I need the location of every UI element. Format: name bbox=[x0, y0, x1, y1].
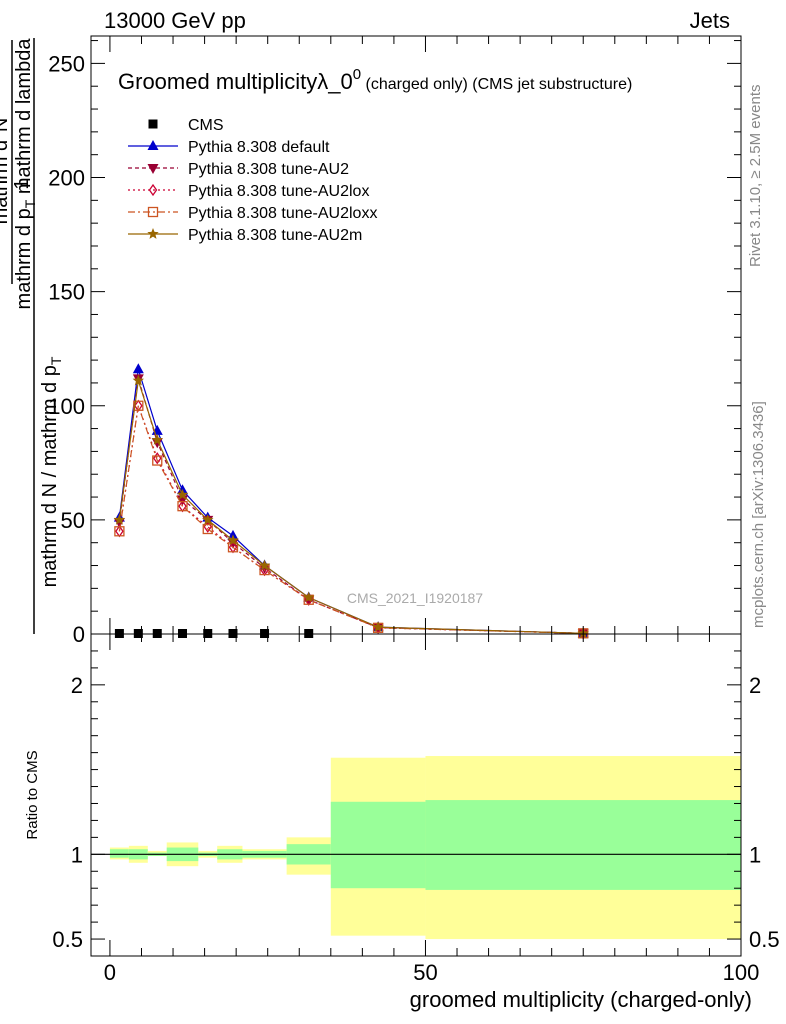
legend-entry: Pythia 8.308 tune-AU2loxx bbox=[128, 205, 377, 222]
ratio-y-tick-label: 2 bbox=[71, 673, 83, 698]
y-tick-label: 50 bbox=[61, 508, 85, 533]
ratio-y-tick-label: 0.5 bbox=[749, 927, 780, 952]
legend-marker bbox=[147, 164, 159, 174]
data-point bbox=[133, 400, 144, 411]
data-point bbox=[132, 363, 144, 374]
legend-marker bbox=[148, 119, 158, 129]
main-plot-panel: 0 50 100 150 200 250 Groomed multiplicityλ_00… bbox=[48, 35, 742, 647]
mcplots-side-label: mcplots.cern.ch [arXiv:1306.3436] bbox=[750, 401, 767, 628]
header-left-label: 13000 GeV pp bbox=[104, 8, 246, 33]
series-line bbox=[118, 405, 584, 634]
legend-marker bbox=[147, 228, 159, 239]
legend-label: Pythia 8.308 default bbox=[188, 139, 330, 156]
legend-entry: Pythia 8.308 tune-AU2m bbox=[128, 227, 362, 244]
ratio-y-tick-label: 1 bbox=[749, 842, 761, 867]
data-point bbox=[176, 488, 189, 500]
ratio-y-tick-label: 0.5 bbox=[52, 927, 83, 952]
data-point bbox=[202, 513, 214, 525]
data-point bbox=[151, 438, 163, 449]
y-tick-label: 100 bbox=[48, 394, 85, 419]
legend-entry: Pythia 8.308 tune-AU2lox bbox=[128, 183, 369, 200]
uncertainty-band-inner bbox=[109, 849, 129, 858]
data-point bbox=[177, 501, 188, 512]
legend-marker bbox=[147, 206, 159, 218]
y-tick-label: 250 bbox=[48, 51, 85, 76]
x-tick-label: 100 bbox=[723, 960, 760, 985]
data-point bbox=[372, 621, 384, 632]
main-title: Groomed multiplicityλ_00 (charged only) … bbox=[118, 66, 632, 94]
data-point bbox=[113, 518, 125, 529]
legend-label: Pythia 8.308 tune-AU2m bbox=[188, 227, 362, 244]
legend-entry: Pythia 8.308 default bbox=[128, 139, 330, 156]
legend-entry: CMS bbox=[148, 117, 224, 134]
ratio-plot-panel: 0.5 0.5 1 1 2 2 0 50 100 bbox=[52, 633, 780, 985]
uncertainty-band-inner bbox=[425, 800, 741, 890]
data-point bbox=[202, 523, 213, 535]
ratio-y-tick-label: 1 bbox=[71, 842, 83, 867]
y-tick-label: 0 bbox=[73, 622, 85, 647]
data-point bbox=[114, 526, 125, 537]
y-tick-label: 200 bbox=[48, 166, 85, 191]
data-point bbox=[152, 455, 163, 466]
legend-label: Pythia 8.308 tune-AU2lox bbox=[188, 183, 369, 200]
legend-marker bbox=[147, 140, 159, 150]
ratio-plot-frame bbox=[90, 633, 742, 957]
rivet-side-label: Rivet 3.1.10, ≥ 2.5M events bbox=[747, 85, 764, 268]
ratio-y-axis-label: Ratio to CMS bbox=[24, 750, 41, 839]
legend-label: Pythia 8.308 tune-AU2 bbox=[188, 161, 349, 178]
data-point bbox=[227, 534, 239, 546]
ylabel-num-2: mathrm d2N bbox=[0, 118, 12, 225]
main-y-axis-label: 1 mathrm d N / mathrm d pT mathrm d2N ma… bbox=[0, 38, 64, 634]
data-point bbox=[259, 563, 271, 574]
data-point bbox=[227, 538, 239, 549]
legend-marker bbox=[148, 183, 158, 197]
series-line bbox=[118, 380, 584, 634]
y-tick-label: 150 bbox=[48, 280, 85, 305]
ylabel-den-2: mathrm d pT mathrm d lambda bbox=[13, 38, 38, 310]
legend: CMS Pythia 8.308 default Pythia 8.308 tune… bbox=[128, 117, 377, 244]
main-title-superscript: 0 bbox=[353, 66, 361, 83]
data-point bbox=[258, 559, 271, 571]
x-axis-label: groomed multiplicity (charged-only) bbox=[410, 987, 752, 1012]
data-point bbox=[132, 374, 144, 386]
ratio-y-tick-label: 2 bbox=[749, 673, 761, 698]
analysis-watermark: CMS_2021_I1920187 bbox=[347, 590, 483, 606]
data-point bbox=[151, 434, 163, 445]
data-point bbox=[113, 513, 126, 525]
data-point bbox=[303, 591, 315, 603]
ylabel-num-1: 1 bbox=[11, 178, 33, 189]
x-tick-label: 0 bbox=[104, 960, 116, 985]
legend-entry: Pythia 8.308 tune-AU2 bbox=[128, 161, 349, 178]
header-right-label: Jets bbox=[690, 8, 730, 33]
legend-label: CMS bbox=[188, 117, 224, 134]
x-tick-label: 50 bbox=[413, 960, 437, 985]
ylabel-den-1: mathrm d N / mathrm d pT bbox=[39, 356, 64, 587]
uncertainty-band-inner bbox=[330, 801, 426, 889]
legend-label: Pythia 8.308 tune-AU2loxx bbox=[188, 205, 377, 222]
